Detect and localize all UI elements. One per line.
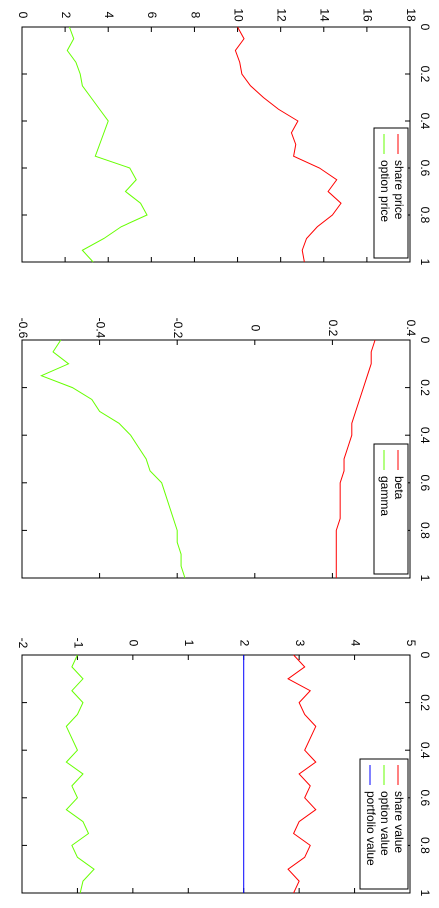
legend-label: option price (378, 160, 392, 222)
legend-label: share value (392, 791, 406, 853)
legend-label: share price (392, 160, 406, 220)
y-tick-label: 0.4 (404, 320, 418, 337)
legend-label: gamma (378, 476, 392, 516)
y-tick-label: 3 (293, 640, 307, 647)
y-tick-label: 16 (361, 8, 375, 22)
y-tick-label: 12 (274, 8, 288, 22)
y-tick-label: 14 (318, 8, 332, 22)
x-tick-label: 1 (418, 259, 432, 266)
y-tick-label: -2 (16, 638, 30, 649)
x-tick-label: 0.4 (418, 113, 432, 130)
y-tick-label: 5 (404, 640, 418, 647)
y-tick-label: 0.2 (326, 320, 340, 337)
y-tick-label: -0.2 (171, 318, 185, 339)
x-tick-label: 0.8 (418, 522, 432, 539)
y-tick-label: 0 (16, 12, 30, 19)
series-line (287, 654, 317, 894)
x-tick-label: 0.6 (418, 789, 432, 806)
x-tick-label: 1 (418, 575, 432, 582)
series-line (335, 339, 376, 578)
y-tick-label: 0 (249, 325, 263, 332)
y-tick-label: -0.4 (93, 318, 107, 339)
legend-label: portfolio value (364, 791, 378, 866)
x-tick-label: 0.4 (418, 427, 432, 444)
plot-area (21, 654, 411, 894)
y-tick-label: 0 (127, 640, 141, 647)
series-line (65, 654, 95, 894)
y-tick-label: 10 (231, 8, 245, 22)
y-tick-label: 18 (404, 8, 418, 22)
x-tick-label: 0.8 (418, 207, 432, 224)
x-tick-label: 0.6 (418, 474, 432, 491)
y-tick-label: 2 (59, 12, 73, 19)
y-tick-label: 8 (188, 12, 202, 19)
x-tick-label: 0 (418, 337, 432, 344)
y-tick-label: -1 (71, 638, 85, 649)
x-tick-label: 0.2 (418, 66, 432, 83)
series-line (40, 339, 186, 579)
legend-box (359, 758, 409, 890)
y-tick-label: -0.6 (16, 318, 30, 339)
subplot: -0.6 -0.4 -0.2 0 0.2 0.400.20.40.60.81betagam… (16, 318, 432, 582)
y-tick-label: 6 (145, 12, 159, 19)
series-line (234, 26, 342, 263)
legend-label: beta (392, 476, 406, 500)
x-tick-label: 0.2 (418, 694, 432, 711)
x-tick-label: 0 (418, 652, 432, 659)
y-tick-label: 2 (238, 640, 252, 647)
y-tick-label: 4 (102, 12, 116, 19)
legend-box (373, 127, 409, 259)
y-tick-label: 4 (348, 640, 362, 647)
x-tick-label: 0.6 (418, 160, 432, 177)
x-tick-label: 1 (418, 890, 432, 897)
legend-label: option value (378, 791, 392, 856)
plot-area (21, 26, 411, 263)
x-tick-label: 0 (418, 24, 432, 31)
y-tick-label: 1 (182, 640, 196, 647)
x-tick-label: 0.4 (418, 742, 432, 759)
x-tick-label: 0.2 (418, 379, 432, 396)
legend-box (373, 443, 409, 575)
plot-area (21, 339, 411, 579)
x-tick-label: 0.8 (418, 837, 432, 854)
series-line (66, 26, 148, 263)
